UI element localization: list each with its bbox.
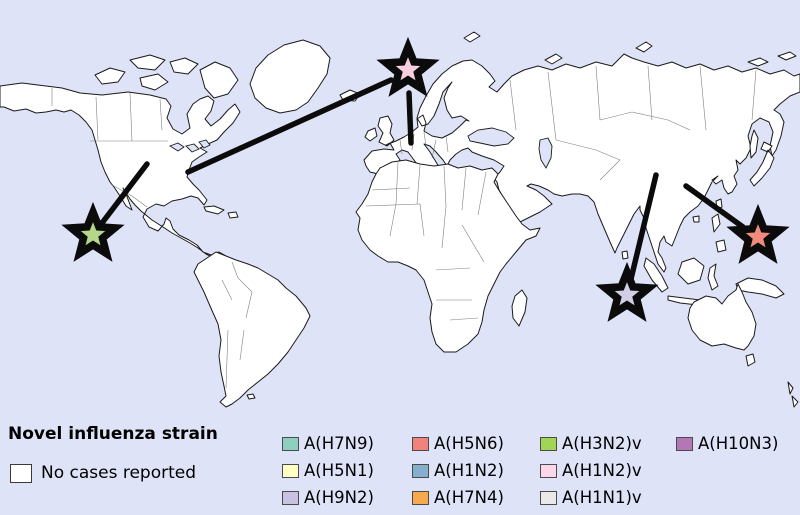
landmass-australia: [687, 283, 757, 351]
landmass-south-america: [193, 251, 311, 408]
star-icon: [726, 203, 790, 264]
island-ireland: [364, 127, 378, 142]
islands-philippines: [711, 213, 727, 253]
landmass-africa: [355, 159, 541, 353]
caspian-sea: [538, 137, 553, 169]
indicator-line: [683, 183, 746, 230]
island-hispaniola: [227, 211, 239, 219]
indicator-line: [99, 161, 150, 226]
island-sri-lanka: [621, 250, 629, 260]
island-sakhalin: [749, 129, 759, 159]
indicator-line: [185, 77, 394, 175]
indicator-line: [406, 90, 414, 146]
landmass-greenland: [249, 39, 331, 114]
star-icon: [61, 201, 125, 262]
island-japan: [749, 141, 775, 187]
star-icon: [595, 261, 659, 322]
islands-high-arctic: [463, 31, 797, 67]
island-sulawesi: [707, 263, 719, 291]
star-marker-h5n6: [726, 203, 790, 264]
indicator-line: [627, 172, 659, 286]
black-sea: [467, 127, 515, 147]
great-lakes: [168, 139, 211, 153]
star-marker-h3n2v: [61, 201, 125, 262]
island-borneo: [677, 257, 705, 285]
star-marker-h9n2: [595, 261, 659, 322]
island-hainan: [692, 215, 700, 223]
landmass-north-america: [0, 82, 241, 261]
island-tasmania: [745, 353, 756, 367]
island-falklands: [246, 393, 256, 400]
island-madagascar: [511, 289, 528, 327]
star-icon: [376, 36, 440, 97]
landmass-eurasia: [363, 53, 800, 273]
island-sumatra: [643, 257, 669, 293]
arctic-islands: [94, 54, 239, 99]
island-cuba: [203, 205, 225, 215]
star-marker-h1n2v: [376, 36, 440, 97]
island-new-guinea: [735, 277, 785, 299]
islands-new-zealand: [787, 381, 799, 408]
